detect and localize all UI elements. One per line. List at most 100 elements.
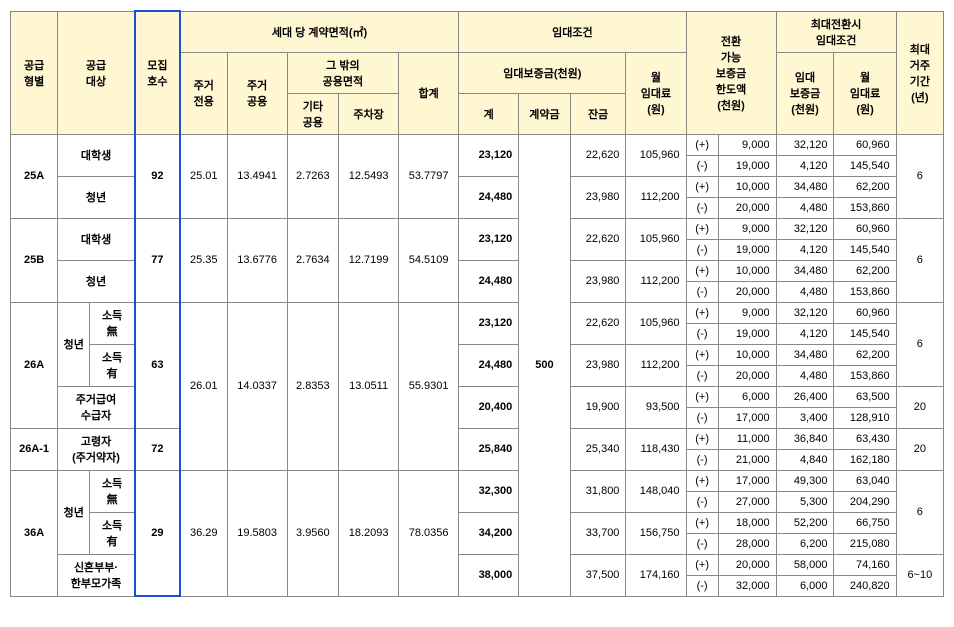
hdr-deposit-total: 계 [459, 93, 519, 134]
hdr-parking: 주차장 [339, 93, 399, 134]
cell-sign: (+) [686, 344, 718, 365]
cell-mr: 60,960 [834, 134, 896, 155]
cell-lim: 17,000 [718, 407, 776, 428]
cell-dep: 34,200 [459, 512, 519, 554]
cell-lim: 9,000 [718, 302, 776, 323]
cell-bal: 23,980 [570, 176, 626, 218]
cell-sign: (+) [686, 218, 718, 239]
cell-subtarget: 소득有 [90, 344, 135, 386]
cell-lim: 20,000 [718, 365, 776, 386]
cell-lim: 20,000 [718, 554, 776, 575]
hdr-lease-cond: 임대조건 [459, 11, 686, 52]
cell-ld: 4,480 [776, 281, 834, 302]
cell-area-comm: 19.5803 [227, 470, 287, 596]
cell-lim: 10,000 [718, 260, 776, 281]
cell-ld: 58,000 [776, 554, 834, 575]
cell-lim: 19,000 [718, 239, 776, 260]
cell-area-park: 12.5493 [339, 134, 399, 218]
cell-period: 6 [896, 218, 943, 302]
cell-mr: 63,500 [834, 386, 896, 407]
cell-ld: 36,840 [776, 428, 834, 449]
cell-ld: 4,480 [776, 365, 834, 386]
cell-lim: 10,000 [718, 176, 776, 197]
cell-area-comm: 13.4941 [227, 134, 287, 218]
cell-lim: 10,000 [718, 344, 776, 365]
cell-dep: 38,000 [459, 554, 519, 596]
hdr-monthly-rent2: 월임대료(원) [834, 52, 896, 134]
cell-mr: 153,860 [834, 281, 896, 302]
cell-sign: (+) [686, 554, 718, 575]
cell-sign: (+) [686, 176, 718, 197]
hdr-etc-common: 기타공용 [287, 93, 338, 134]
cell-sign: (+) [686, 470, 718, 491]
cell-units: 29 [135, 470, 180, 596]
cell-rent: 105,960 [626, 302, 686, 344]
cell-sign: (-) [686, 491, 718, 512]
hdr-supply-target: 공급대상 [58, 11, 135, 134]
cell-sign: (+) [686, 302, 718, 323]
cell-ld: 4,120 [776, 155, 834, 176]
cell-sign: (-) [686, 575, 718, 596]
cell-sign: (-) [686, 323, 718, 344]
cell-target: 대학생 [58, 218, 135, 260]
cell-mr: 204,290 [834, 491, 896, 512]
cell-dep: 24,480 [459, 176, 519, 218]
cell-sign: (+) [686, 386, 718, 407]
cell-ld: 6,200 [776, 533, 834, 554]
cell-dep: 23,120 [459, 134, 519, 176]
hdr-exclusive: 주거전용 [180, 52, 227, 134]
cell-type: 25A [11, 134, 58, 218]
cell-sign: (-) [686, 197, 718, 218]
hdr-monthly-rent: 월임대료(원) [626, 52, 686, 134]
hdr-convert-limit: 전환가능보증금한도액(천원) [686, 11, 776, 134]
cell-rent: 105,960 [626, 134, 686, 176]
cell-sign: (-) [686, 365, 718, 386]
cell-mr: 145,540 [834, 323, 896, 344]
cell-lim: 6,000 [718, 386, 776, 407]
cell-ld: 4,120 [776, 239, 834, 260]
hdr-max-conv: 최대전환시임대조건 [776, 11, 896, 52]
cell-dep: 25,840 [459, 428, 519, 470]
hdr-supply-type: 공급형별 [11, 11, 58, 134]
cell-ld: 4,840 [776, 449, 834, 470]
hdr-deposit: 임대보증금(천원) [459, 52, 626, 93]
cell-lim: 20,000 [718, 197, 776, 218]
table-row: 36A 청년 소득無 29 36.29 19.5803 3.9560 18.20… [11, 470, 944, 491]
cell-mr: 63,040 [834, 470, 896, 491]
cell-mr: 128,910 [834, 407, 896, 428]
cell-type: 26A-1 [11, 428, 58, 470]
cell-subtarget: 소득無 [90, 302, 135, 344]
cell-area-tot: 53.7797 [399, 134, 459, 218]
cell-lim: 11,000 [718, 428, 776, 449]
cell-bal: 31,800 [570, 470, 626, 512]
cell-target: 대학생 [58, 134, 135, 176]
cell-mr: 62,200 [834, 176, 896, 197]
cell-mr: 62,200 [834, 344, 896, 365]
cell-area-tot: 54.5109 [399, 218, 459, 302]
cell-bal: 25,340 [570, 428, 626, 470]
cell-ld: 34,480 [776, 260, 834, 281]
cell-mr: 145,540 [834, 155, 896, 176]
cell-mr: 162,180 [834, 449, 896, 470]
cell-subtarget: 소득無 [90, 470, 135, 512]
cell-period: 20 [896, 386, 943, 428]
cell-mr: 153,860 [834, 197, 896, 218]
cell-rent: 93,500 [626, 386, 686, 428]
cell-ld: 3,400 [776, 407, 834, 428]
cell-bal: 33,700 [570, 512, 626, 554]
cell-mr: 215,080 [834, 533, 896, 554]
cell-period: 6 [896, 302, 943, 386]
cell-bal: 22,620 [570, 218, 626, 260]
cell-rent: 112,200 [626, 260, 686, 302]
cell-units: 92 [135, 134, 180, 218]
cell-sign: (-) [686, 155, 718, 176]
table-row: 26A-1 고령자(주거약자) 72 25,840 25,340 118,430… [11, 428, 944, 449]
cell-target: 신혼부부·한부모가족 [58, 554, 135, 596]
cell-lim: 19,000 [718, 155, 776, 176]
cell-area-comm: 14.0337 [227, 302, 287, 470]
cell-mr: 66,750 [834, 512, 896, 533]
hdr-other-common: 그 밖의공용면적 [287, 52, 399, 93]
cell-ld: 6,000 [776, 575, 834, 596]
cell-area-etc: 2.8353 [287, 302, 338, 470]
cell-ld: 26,400 [776, 386, 834, 407]
